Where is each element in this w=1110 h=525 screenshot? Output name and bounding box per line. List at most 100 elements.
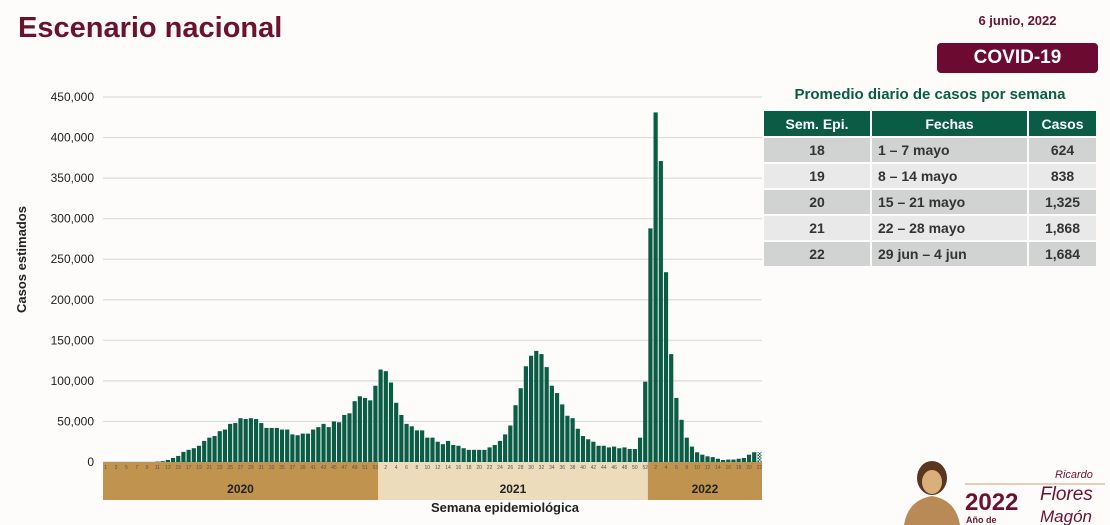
bar [264, 427, 269, 462]
x-tick-label: 17 [186, 465, 192, 471]
x-tick-label: 4 [665, 465, 668, 471]
x-tick-label: 44 [601, 465, 607, 471]
bar [295, 435, 300, 462]
x-tick-label: 42 [591, 465, 597, 471]
bar [430, 437, 435, 462]
bar [700, 454, 705, 462]
y-tick-label: 300,000 [51, 212, 95, 226]
bar [695, 452, 700, 462]
x-tick-label: 20 [746, 465, 752, 471]
bar [378, 369, 383, 462]
x-tick-label: 41 [310, 465, 316, 471]
bar [300, 433, 305, 462]
cases-cell: 1,325 [1029, 190, 1096, 214]
x-tick-label: 16 [456, 465, 462, 471]
x-tick-label: 9 [146, 465, 149, 471]
bar [487, 447, 492, 462]
bar [160, 461, 165, 462]
logo-year: 2022 [965, 489, 1018, 516]
year-band [378, 462, 648, 500]
bar [689, 446, 695, 462]
bar [622, 447, 627, 462]
bar [414, 430, 420, 462]
bar [170, 457, 176, 462]
bar [347, 413, 352, 462]
x-tick-label: 43 [321, 465, 327, 471]
bar [658, 161, 663, 463]
bar [674, 397, 679, 462]
bar [648, 228, 653, 462]
bar [186, 449, 191, 462]
bar [637, 437, 643, 462]
table-row: 20 15 – 21 mayo 1,325 [764, 190, 1096, 214]
x-tick-label: 34 [549, 465, 555, 471]
x-tick-label: 25 [227, 465, 233, 471]
page-title: Escenario nacional [18, 12, 283, 44]
y-tick-label: 150,000 [51, 333, 95, 347]
bar [383, 371, 388, 462]
x-tick-label: 2 [384, 465, 387, 471]
bar [632, 449, 637, 462]
bar [503, 434, 508, 462]
bar [305, 433, 311, 462]
x-tick-label: 46 [611, 465, 617, 471]
year-band [103, 462, 379, 500]
bar [710, 457, 715, 462]
x-tick-label: 20 [476, 465, 482, 471]
x-tick-label: 1 [104, 465, 107, 471]
bar [554, 393, 560, 462]
bar [420, 430, 425, 462]
bar [606, 447, 612, 462]
bar [684, 437, 689, 462]
x-tick-label: 5 [125, 465, 128, 471]
table-row: 19 8 – 14 mayo 838 [764, 164, 1096, 188]
bar [560, 404, 565, 462]
bar [373, 385, 378, 462]
bar [601, 445, 606, 462]
bar [388, 382, 394, 462]
bar [679, 419, 684, 462]
x-tick-label: 37 [290, 465, 296, 471]
x-tick-label: 10 [425, 465, 431, 471]
x-tick-label: 31 [258, 465, 264, 471]
y-tick-label: 450,000 [51, 90, 95, 104]
y-tick-label: 400,000 [51, 131, 95, 145]
x-tick-label: 28 [518, 465, 524, 471]
x-tick-label: 22 [757, 465, 763, 471]
bar [425, 437, 430, 462]
logo-first-name: Ricardo [1055, 469, 1093, 481]
cases-cell: 624 [1029, 138, 1096, 162]
year-label: 2022 [692, 482, 719, 496]
x-tick-label: 15 [175, 465, 181, 471]
x-tick-label: 2 [654, 465, 657, 471]
bar [653, 112, 658, 463]
col-header-dates: Fechas [872, 111, 1027, 136]
bar [440, 444, 445, 462]
bar [612, 446, 617, 462]
bar [394, 402, 399, 462]
bar [228, 423, 233, 462]
x-tick-label: 14 [445, 465, 451, 471]
x-tick-label: 33 [269, 465, 275, 471]
dates-cell: 1 – 7 mayo [872, 138, 1027, 162]
bar [202, 440, 207, 462]
table-title: Promedio diario de casos por semana [794, 86, 1066, 103]
bar [731, 459, 736, 462]
y-tick-label: 350,000 [51, 171, 95, 185]
cases-cell: 1,684 [1029, 242, 1096, 266]
bar [523, 366, 528, 462]
bar [285, 429, 290, 462]
x-tick-label: 49 [352, 465, 358, 471]
x-tick-label: 38 [570, 465, 576, 471]
bar [508, 425, 513, 462]
cases-cell: 838 [1029, 164, 1096, 188]
x-tick-label: 32 [539, 465, 545, 471]
bar [643, 381, 648, 462]
bar [409, 426, 414, 462]
table-row: 18 1 – 7 mayo 624 [764, 138, 1096, 162]
x-tick-label: 8 [685, 465, 688, 471]
x-tick-label: 7 [135, 465, 138, 471]
bar [518, 388, 523, 462]
x-axis-label: Semana epidemiológica [430, 500, 580, 515]
bar [311, 429, 316, 462]
